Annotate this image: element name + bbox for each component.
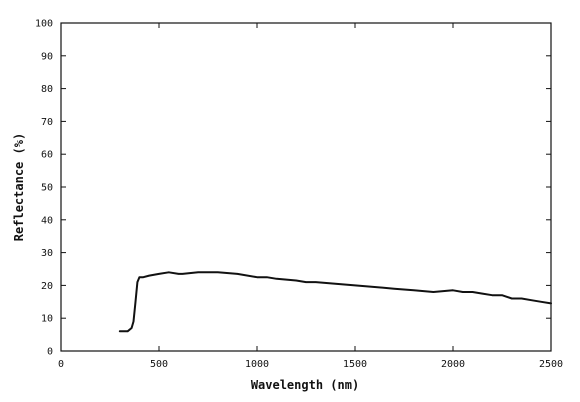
- y-tick-label: 0: [47, 347, 53, 358]
- x-tick-label: 500: [150, 359, 168, 370]
- reflectance-series-line: [118, 271, 552, 333]
- x-tick-label: 0: [58, 359, 64, 370]
- plot-frame: [60, 22, 552, 352]
- x-axis-title: Wavelength (nm): [251, 378, 359, 392]
- x-tick-label: 1000: [245, 359, 269, 370]
- y-tick-label: 80: [41, 84, 53, 95]
- y-tick-label: 90: [41, 51, 53, 62]
- y-tick-label: 20: [41, 281, 53, 292]
- x-tick-label: 2500: [539, 359, 563, 370]
- x-tick-label: 2000: [441, 359, 465, 370]
- y-tick-label: 30: [41, 248, 53, 259]
- y-tick-label: 70: [41, 117, 53, 128]
- y-tick-label: 60: [41, 150, 53, 161]
- y-tick-label: 100: [35, 19, 53, 30]
- y-tick-label: 50: [41, 183, 53, 194]
- y-axis-title: Reflectance (%): [12, 133, 26, 241]
- y-axis: 0 10 20 30 40 50 60 70 80 90 100: [35, 19, 551, 358]
- y-tick-label: 10: [41, 314, 53, 325]
- x-tick-label: 1500: [343, 359, 367, 370]
- y-tick-label: 40: [41, 215, 53, 226]
